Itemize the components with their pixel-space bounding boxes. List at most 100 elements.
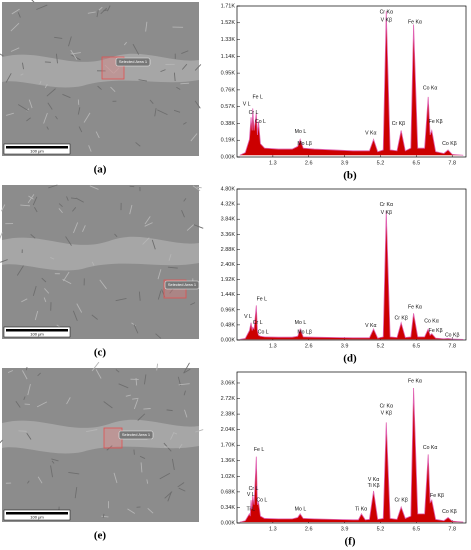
image-texture	[144, 374, 147, 385]
y-tick-label: 2.40K	[221, 262, 236, 268]
x-tick-label: 3.9	[341, 526, 349, 532]
image-texture	[82, 225, 86, 233]
image-texture	[68, 472, 80, 475]
selection-label-box	[115, 57, 151, 67]
y-tick-label: 2.04K	[221, 427, 236, 433]
image-texture	[36, 4, 48, 10]
image-texture	[113, 67, 120, 74]
image-texture	[190, 133, 198, 142]
image-texture	[181, 50, 189, 54]
peak-label: V Kα	[365, 323, 376, 329]
peak-label: Fe Kα	[408, 304, 422, 310]
image-texture	[88, 145, 92, 152]
image-texture	[11, 8, 20, 15]
y-tick-label: 0.95K	[221, 71, 236, 77]
image-texture	[54, 36, 63, 39]
panel-label: (f)	[345, 536, 356, 548]
image-texture	[17, 12, 21, 18]
sem-image: Selected Area 1 100 μm	[0, 0, 202, 156]
x-tick-label: 1.3	[269, 343, 277, 349]
x-tick-label: 5.2	[377, 343, 385, 349]
peak-label: Fe Kβ	[430, 493, 444, 499]
image-texture	[55, 53, 58, 64]
y-tick-label: 1.92K	[221, 277, 236, 283]
image-texture	[32, 196, 38, 206]
image-phase	[2, 419, 199, 454]
peak-label: V Kα	[368, 477, 379, 483]
panel-label: (d)	[343, 353, 357, 365]
image-texture	[62, 271, 70, 282]
image-texture	[16, 265, 24, 276]
peak-label: Cr L	[249, 110, 259, 116]
y-tick-label: 0.57K	[221, 104, 236, 110]
image-texture	[154, 108, 157, 117]
y-tick-label: 2.38K	[221, 412, 236, 418]
image-texture	[68, 36, 72, 47]
x-tick-label: 6.5	[413, 160, 421, 166]
image-texture	[73, 222, 79, 234]
panel-label: (c)	[94, 347, 107, 359]
peak-label: Co Kα	[424, 319, 439, 325]
image-texture	[193, 224, 204, 229]
image-texture	[46, 126, 49, 130]
image-texture	[133, 399, 139, 410]
peak-label: Cr Kβ	[394, 315, 407, 321]
x-tick-label: 2.6	[305, 526, 313, 532]
image-texture	[132, 43, 140, 55]
y-tick-label: 1.36K	[221, 458, 236, 464]
scale-box	[3, 326, 71, 338]
peak-label: V L	[243, 101, 251, 107]
image-texture	[145, 21, 148, 32]
image-texture	[20, 73, 24, 76]
image-texture	[43, 297, 47, 303]
x-tick-label: 7.8	[448, 526, 456, 532]
image-texture	[74, 487, 78, 499]
peak-label: Co Kβ	[445, 333, 460, 339]
y-tick-label: 3.06K	[221, 380, 236, 386]
image-texture	[140, 462, 143, 473]
image-texture	[0, 439, 3, 444]
image-texture	[44, 288, 50, 294]
image-texture	[5, 73, 12, 83]
image-texture	[77, 107, 81, 115]
plot-area	[236, 188, 467, 341]
x-tick-label: 3.9	[341, 160, 349, 166]
peak-label: V Kβ	[381, 210, 392, 216]
image-texture	[37, 476, 43, 484]
y-tick-label: 2.72K	[221, 396, 236, 402]
image-texture	[184, 409, 188, 418]
image-texture	[85, 429, 98, 433]
image-texture	[27, 480, 30, 484]
y-tick-label: 3.84K	[221, 217, 236, 223]
image-texture	[97, 85, 102, 90]
panel-label: (e)	[94, 530, 107, 542]
image-texture	[65, 236, 72, 246]
image-texture	[48, 184, 58, 189]
selection-label: Selected Area 1	[119, 59, 148, 64]
y-tick-label: 1.14K	[221, 54, 236, 60]
image-texture	[21, 370, 28, 380]
image-texture	[102, 9, 108, 12]
image-texture	[170, 432, 175, 440]
image-texture	[177, 482, 185, 488]
x-tick-label: 2.6	[305, 160, 313, 166]
selection-label-box	[118, 430, 154, 440]
image-texture	[23, 396, 26, 400]
image-texture	[103, 401, 113, 409]
image-texture	[37, 372, 41, 377]
image-texture	[72, 207, 77, 212]
image-texture	[173, 109, 181, 113]
image-texture	[36, 401, 48, 408]
x-tick-label: 6.5	[413, 526, 421, 532]
image-texture	[10, 22, 20, 32]
image-texture	[166, 409, 173, 412]
image-texture	[76, 303, 83, 313]
image-texture	[50, 257, 55, 260]
image-texture	[181, 63, 188, 70]
y-tick-label: 1.33K	[221, 37, 236, 43]
peak-label: Fe L	[254, 447, 264, 453]
peak-label: Co Kβ	[442, 509, 457, 515]
scale-box	[3, 509, 71, 521]
y-tick-label: 0.68K	[221, 489, 236, 495]
image-texture	[26, 432, 32, 440]
